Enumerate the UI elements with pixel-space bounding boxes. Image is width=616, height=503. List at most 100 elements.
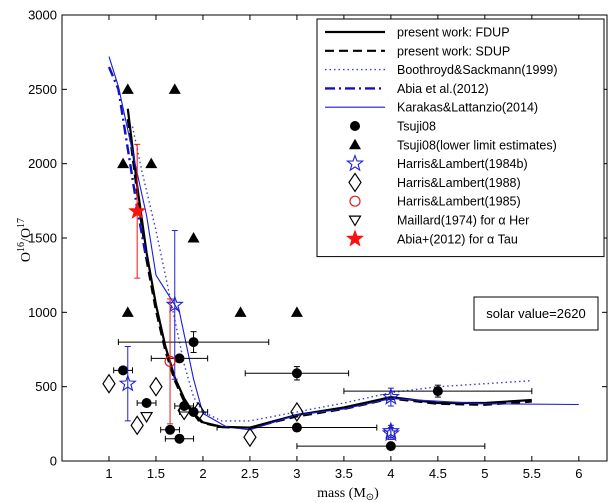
legend-marker-swatch — [349, 138, 361, 150]
y-axis-label: O16/O17 — [16, 218, 34, 262]
marker-filled-circle — [188, 337, 199, 348]
legend-marker-swatch — [348, 215, 362, 227]
marker-filled-circle — [165, 424, 176, 435]
series-8 — [102, 373, 304, 448]
legend-label: present work: SDUP — [397, 44, 510, 58]
x-tick-label: 3.5 — [335, 466, 353, 481]
legend-marker-swatch — [345, 229, 365, 247]
data-point — [244, 366, 350, 381]
legend-marker-swatch — [349, 195, 361, 207]
marker-filled-circle — [174, 353, 185, 364]
marker-filled-circle — [291, 422, 302, 433]
series-1 — [126, 118, 532, 430]
legend-label: Maillard(1974) for α Her — [397, 214, 529, 228]
legend-label: present work: FDUP — [397, 26, 510, 40]
marker-open-diamond — [102, 373, 116, 394]
legend-item: Tsuji08 — [350, 120, 436, 134]
legend-label: Tsuji08(lower limit estimates) — [397, 138, 557, 152]
legend-label: Abia et al.(2012) — [397, 82, 489, 96]
marker-open-star — [381, 423, 401, 442]
legend-label: Karakas&Lattanzio(2014) — [397, 101, 538, 115]
x-tick-label: 1 — [105, 466, 112, 481]
data-point — [164, 298, 176, 425]
y-tick-label: 1500 — [28, 231, 57, 246]
marker-filled-star — [128, 201, 147, 219]
marker-filled-circle — [432, 386, 443, 397]
marker-filled-triangle — [168, 83, 181, 94]
legend-item: Harris&Lambert(1985) — [349, 195, 521, 209]
solar-value-annotation: solar value=2620 — [486, 306, 585, 321]
series-5 — [113, 331, 533, 452]
x-tick-label: 1.5 — [147, 466, 165, 481]
data-point — [140, 411, 154, 424]
y-axis-label-mid: /O — [19, 228, 34, 242]
legend-marker-swatch — [350, 121, 360, 131]
legend-label: Abia+(2012) for α Tau — [397, 232, 518, 246]
x-axis-label-main: mass (M — [317, 486, 366, 501]
data-point — [117, 157, 130, 169]
marker-filled-circle — [118, 365, 129, 376]
data-point — [191, 401, 205, 423]
x-tick-label: 5.5 — [523, 466, 541, 481]
data-point — [136, 398, 157, 409]
marker-open-circle — [164, 355, 176, 367]
marker-open-triangle-down — [140, 411, 154, 424]
y-axis-label-sup2: 17 — [16, 218, 27, 228]
data-point — [117, 331, 270, 353]
data-point — [150, 353, 209, 364]
marker-open-star — [118, 374, 137, 392]
series-9 — [164, 298, 176, 425]
x-tick-label: 4 — [387, 466, 394, 481]
series-line — [131, 126, 532, 422]
legend-label: Harris&Lambert(1984b) — [397, 157, 528, 171]
series-11 — [128, 143, 147, 279]
legend-label: Boothroyd&Sackmann(1999) — [397, 63, 558, 77]
plot-frame — [61, 14, 608, 462]
legend-item: present work: SDUP — [325, 44, 510, 58]
marker-filled-circle — [141, 398, 152, 409]
legend-item: Abia et al.(2012) — [325, 82, 489, 96]
data-point — [243, 427, 257, 448]
marker-filled-triangle — [234, 306, 247, 317]
x-tick-label: 5 — [481, 466, 488, 481]
legend: present work: FDUP present work: SDUP Boot… — [316, 18, 605, 258]
y-tick-label: 2000 — [28, 156, 57, 171]
data-point — [381, 423, 401, 442]
data-point — [234, 306, 247, 317]
legend-item: present work: FDUP — [325, 26, 510, 40]
x-tick-label: 2 — [199, 466, 206, 481]
marker-filled-triangle — [117, 157, 130, 169]
marker-open-diamond — [149, 376, 163, 397]
axes: 1 1.5 2 2.5 3 3.5 4 4.5 5 5.5 6 0 500 1000 1500 2000 250… — [28, 8, 608, 481]
x-axis-label: mass (M⊙) — [317, 486, 379, 503]
data-point — [290, 401, 304, 423]
y-tick-label: 1000 — [28, 305, 57, 320]
y-tick-label: 0 — [50, 454, 57, 469]
marker-open-star — [165, 295, 184, 313]
marker-open-diamond — [290, 401, 304, 423]
marker-filled-triangle — [290, 306, 303, 317]
data-point — [168, 83, 181, 94]
marker-filled-triangle — [145, 157, 158, 169]
series-7 — [118, 230, 401, 442]
data-point — [121, 83, 134, 94]
data-point — [381, 387, 401, 407]
data-point — [343, 384, 533, 398]
y-axis-label-sup1: 16 — [16, 242, 27, 252]
legend-item: Abia+(2012) for α Tau — [345, 229, 518, 247]
marker-open-diamond — [130, 415, 144, 436]
marker-filled-triangle — [121, 83, 134, 94]
data-point — [296, 441, 486, 452]
marker-filled-circle — [385, 441, 396, 452]
y-tick-label: 3000 — [28, 8, 57, 23]
series-6 — [117, 83, 303, 317]
legend-item: Harris&Lambert(1984b) — [345, 153, 528, 172]
legend-item: Tsuji08(lower limit estimates) — [349, 138, 557, 152]
legend-item: Boothroyd&Sackmann(1999) — [325, 63, 558, 77]
legend-item: Harris&Lambert(1988) — [348, 172, 521, 193]
marker-open-star — [381, 387, 401, 405]
data-point — [164, 433, 195, 444]
marker-open-diamond — [191, 401, 205, 423]
annotation-box: solar value=2620 — [473, 296, 599, 331]
